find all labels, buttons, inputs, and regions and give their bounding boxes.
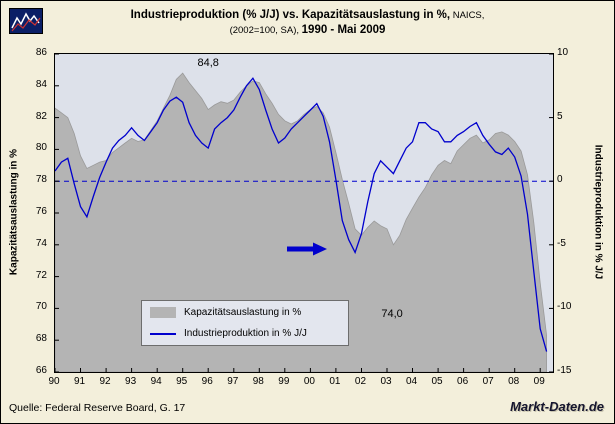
tick-label: -10 — [557, 301, 572, 313]
right-axis-title: Industrieproduktion in % J/J — [592, 144, 604, 280]
title-sub-small: (2002=100, SA), — [229, 25, 302, 36]
x-axis-tick-labels: 90 91 92 93 94 95 96 97 98 99 00 01 02 03 04 05 06 07 08 09 — [48, 376, 559, 390]
tick-label: 98 — [252, 376, 264, 387]
tick-label: 68 — [35, 333, 47, 345]
title-sub-bold: 1990 - Mai 2009 — [301, 24, 386, 36]
title-main-small: NAICS, — [450, 10, 485, 21]
industrial-production-line-series — [55, 77, 548, 352]
tick-label: 82 — [35, 110, 47, 122]
left-axis-tick-labels: 86 84 82 80 78 76 74 72 70 68 66 — [1, 47, 50, 376]
left-arrow-icon — [143, 242, 183, 256]
chart-title: Industrieproduktion (% J/J) vs. Kapazitä… — [1, 9, 614, 36]
tick-label: 95 — [176, 376, 188, 387]
legend-item-capacity: Kapazitätsauslastung in % — [150, 307, 340, 318]
legend-item-production: Industrieproduktion in % J/J — [150, 328, 340, 339]
tick-label: 09 — [533, 376, 545, 387]
tick-label: 07 — [482, 376, 494, 387]
plot-area: 84,8 74,0 Kapazitätsauslastung in % Indus… — [54, 53, 554, 373]
tick-label: 94 — [150, 376, 162, 387]
tick-label: 03 — [380, 376, 392, 387]
tick-label: 90 — [48, 376, 60, 387]
tick-label: 70 — [35, 301, 47, 313]
production-line-swatch-icon — [150, 328, 176, 339]
chart-canvas: 84,8 74,0 — [55, 54, 553, 372]
tick-label: 5 — [557, 110, 563, 122]
tick-label: 08 — [508, 376, 520, 387]
tick-label: 04 — [405, 376, 418, 387]
title-line-1: Industrieproduktion (% J/J) vs. Kapazitä… — [1, 9, 614, 21]
right-axis-tick-labels: 10 5 0 -5 -10 -15 — [557, 47, 587, 376]
tick-label: 0 — [557, 174, 563, 186]
tick-label: 86 — [35, 47, 47, 58]
tick-label: 05 — [431, 376, 443, 387]
legend-label-capacity: Kapazitätsauslastung in % — [184, 307, 302, 318]
annotation-label: 74,0 — [381, 308, 402, 320]
legend-label-production: Industrieproduktion in % J/J — [184, 328, 307, 339]
tick-label: 66 — [35, 365, 47, 376]
tick-label: 92 — [99, 376, 111, 387]
logo-red-zigzag — [11, 17, 41, 32]
tick-label: -15 — [557, 365, 572, 376]
tick-label: 97 — [227, 376, 239, 387]
tick-label: 76 — [35, 206, 47, 217]
logo-white-zigzag — [11, 12, 40, 29]
tick-label: 96 — [201, 376, 213, 387]
tick-label: 84 — [35, 78, 47, 90]
title-line-2: (2002=100, SA), 1990 - Mai 2009 — [1, 24, 614, 36]
brand-watermark: Markt-Daten.de — [510, 399, 604, 414]
tick-label: 74 — [35, 237, 47, 249]
legend-box: Kapazitätsauslastung in % Industrieprodu… — [141, 300, 349, 346]
source-note: Quelle: Federal Reserve Board, G. 17 — [9, 402, 186, 414]
site-logo-icon — [9, 8, 43, 34]
annotation-label: 84,8 — [197, 57, 218, 69]
right-arrow-shape — [287, 242, 327, 256]
left-arrow-shape — [143, 242, 183, 256]
title-main-bold: Industrieproduktion (% J/J) vs. Kapazitä… — [130, 9, 451, 21]
tick-label: 72 — [35, 269, 47, 281]
tick-label: 91 — [73, 376, 86, 387]
tick-label: 93 — [125, 376, 137, 387]
tick-label: 78 — [35, 174, 47, 186]
tick-label: 99 — [278, 376, 290, 387]
tick-label: 01 — [329, 376, 341, 387]
production-line-swatch-bar — [150, 333, 176, 335]
tick-label: -5 — [557, 237, 566, 249]
tick-label: 80 — [35, 142, 47, 154]
tick-label: 06 — [457, 376, 469, 387]
capacity-area-swatch-icon — [150, 307, 176, 318]
tick-label: 00 — [303, 376, 315, 387]
capacity-area-series — [55, 72, 547, 372]
tick-label: 02 — [354, 376, 367, 387]
tick-label: 10 — [557, 47, 569, 58]
right-arrow-icon — [287, 242, 327, 256]
